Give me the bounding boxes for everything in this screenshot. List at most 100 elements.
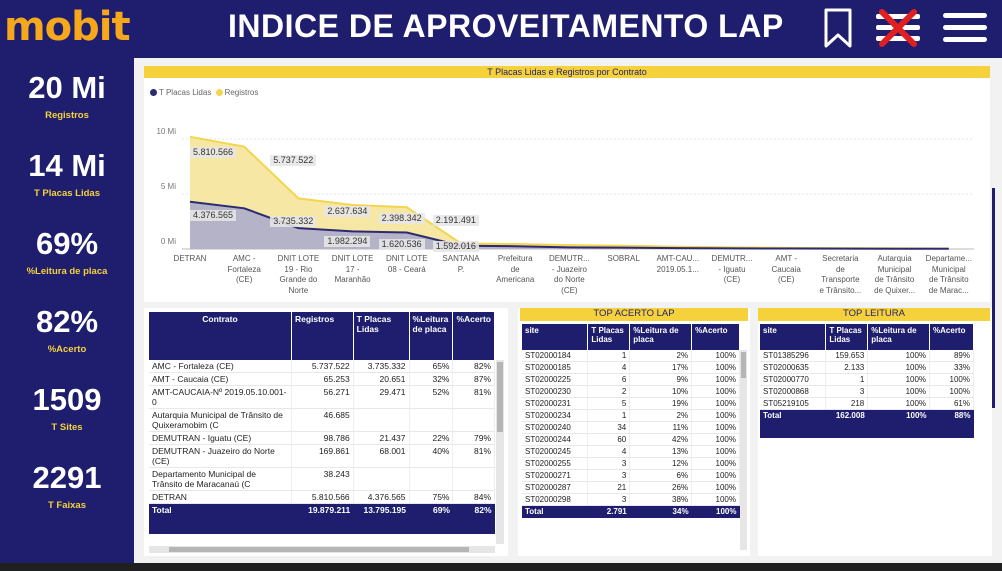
table-row[interactable]: Departamento Municipal de Trânsito de Ma… [149,467,495,491]
col-header[interactable]: T Placas Lidas [587,324,631,350]
table-cell: 52% [409,385,454,409]
table-row[interactable]: AMT - Caucaia (CE) 65.253 20.651 32% 87% [149,372,495,386]
table-row[interactable]: ST02000185 4 17% 100% [522,361,740,374]
top-leitura-body: ST01385296 159.653 100% 89% ST02000635 2.133 1… [760,350,974,438]
table-row[interactable]: ST02000770 1 100% 100% [760,373,974,386]
col-header[interactable]: site [760,324,827,350]
table-cell: 100% [691,421,740,434]
table-scrollbar[interactable] [740,350,747,550]
table-row[interactable]: ST02000244 60 42% 100% [522,433,740,446]
y-tick-label: 5 Mi [160,182,176,191]
table-cell [409,408,454,432]
table-cell: ST02000240 [522,421,589,434]
table-row[interactable]: ST02000255 3 12% 100% [522,457,740,470]
col-header[interactable]: %Acerto [929,324,974,350]
table-cell: 1 [587,409,631,422]
table-cell: ST02000225 [522,373,589,386]
x-tick-label: AMC - Fortaleza (CE) [227,254,261,284]
table-cell: ST02000255 [522,457,589,470]
table-cell: 4 [587,445,631,458]
col-header[interactable]: Contrato [149,312,292,360]
col-header[interactable]: %Acerto [691,324,740,350]
table-cell: AMC - Fortaleza (CE) [149,360,292,373]
table-cell: 21.437 [353,431,410,445]
table-row[interactable]: ST02000245 4 13% 100% [522,445,740,458]
table-total-cell: 19.879.211 [291,503,354,534]
kpi-value: 14 Mi [28,148,106,183]
table-cell: 32% [409,372,454,386]
table-cell: ST02000230 [522,385,589,398]
col-header[interactable]: Registros [291,312,354,360]
horizontal-scrollbar[interactable] [149,546,495,553]
table-cell: 20.651 [353,372,410,386]
table-cell: 100% [691,457,740,470]
table-row[interactable]: ST02000287 21 26% 100% [522,481,740,494]
clear-filter-icon[interactable] [874,8,922,53]
table-row[interactable]: ST02000225 6 9% 100% [522,373,740,386]
table-cell: 13% [629,445,693,458]
series-line-t-placas-lidas[interactable] [189,200,949,250]
table-cell: 3 [587,469,631,482]
scrollbar-thumb[interactable] [741,352,746,378]
table-cell: 33% [929,361,974,374]
table-cell: 65.253 [291,372,354,386]
table-cell: 22% [409,431,454,445]
top-acerto-body: ST02000184 1 2% 100% ST02000185 4 17% 100% ST020… [522,350,740,518]
x-tick-label: DEMUTR... - Juazeiro do Norte (CE) [548,254,590,295]
table-cell: ST05219105 [760,397,827,410]
table-row[interactable]: ST02000271 3 6% 100% [522,469,740,482]
table-row[interactable]: AMT-CAUCAIA-Nº 2019.05.10.001-0 56.271 29.… [149,385,495,409]
col-header[interactable]: %Acerto [452,312,495,360]
table-cell: 100% [691,350,740,362]
table-row[interactable]: ST02000635 2.133 100% 33% [760,361,974,374]
scrollbar-thumb[interactable] [169,547,469,552]
table-row[interactable]: ST02000230 2 10% 100% [522,385,740,398]
series-area-t-placas-lidas[interactable] [190,201,949,249]
table-row[interactable]: ST02000298 3 38% 100% [522,493,740,506]
col-header[interactable]: %Leitura de placa [867,324,931,350]
table-cell: 100% [691,433,740,446]
table-row[interactable]: Autarquia Municipal de Trânsito de Quixe… [149,408,495,432]
table-row[interactable]: ST05219105 218 100% 61% [760,397,974,410]
table-row[interactable]: ST02000184 1 2% 100% [522,350,740,362]
chart-legend[interactable]: T Placas Lidas Registros [150,88,258,97]
table-scrollbar[interactable] [496,360,504,544]
table-cell: ST02000271 [522,469,589,482]
scrollbar-thumb[interactable] [497,362,503,432]
top-acerto-table: site T Placas Lidas %Leitura de placa %A… [522,324,740,518]
top-acerto-title: TOP ACERTO LAP [520,308,748,321]
x-tick-label: DEMUTR... - Iguatu (CE) [711,254,753,284]
x-tick-label: DNIT LOTE 08 - Ceará [385,254,428,274]
top-leitura-panel: TOP LEITURA site T Placas Lidas %Leitura… [758,308,992,556]
col-header[interactable]: site [522,324,589,350]
table-total-cell: 34% [629,505,692,518]
col-header[interactable]: T Placas Lidas [825,324,869,350]
table-cell: 17% [629,361,693,374]
table-row[interactable]: ST01385296 159.653 100% 89% [760,350,974,362]
table-cell: 26% [629,481,693,494]
area-chart-panel[interactable]: T Placas Lidas e Registros por Contrato … [144,66,990,302]
table-total-cell: Total [522,505,588,518]
table-cell: 79% [452,431,495,445]
hamburger-menu-icon[interactable] [942,8,988,53]
page-scrollbar[interactable] [992,188,995,408]
col-header[interactable]: %Leitura de placa [629,324,693,350]
table-cell: 100% [691,409,740,422]
table-row[interactable]: ST02000234 1 2% 100% [522,409,740,422]
table-cell: 100% [691,361,740,374]
table-row[interactable]: AMC - Fortaleza (CE) 5.737.522 3.735.332 65… [149,360,495,373]
col-header[interactable]: T Placas Lidas [353,312,410,360]
col-header[interactable]: %Leitura de placa [409,312,454,360]
table-total-cell: 69% [409,503,453,534]
table-cell: ST02000868 [760,385,827,398]
table-row[interactable]: ST02000231 5 19% 100% [522,397,740,410]
table-row[interactable]: ST02000240 34 11% 100% [522,421,740,434]
x-tick-label: DETRAN [173,254,207,263]
table-row[interactable]: ST02000868 3 100% 100% [760,385,974,398]
table-cell: ST02000287 [522,481,589,494]
table-cell: 75% [409,490,454,504]
bookmark-icon[interactable] [822,8,854,53]
table-row[interactable]: DETRAN 5.810.566 4.376.565 75% 84% [149,490,495,504]
table-row[interactable]: DEMUTRAN - Juazeiro do Norte (CE) 169.861… [149,444,495,468]
table-row[interactable]: DEMUTRAN - Iguatu (CE) 98.786 21.437 22% 79% [149,431,495,445]
